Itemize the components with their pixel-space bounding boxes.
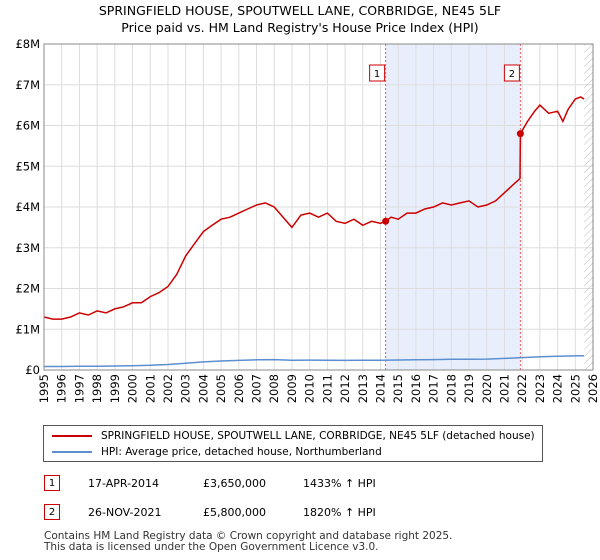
footer-licence: This data is licensed under the Open Gov… bbox=[44, 541, 379, 553]
x-tick-label: 1997 bbox=[72, 374, 86, 403]
legend-swatch-hpi bbox=[52, 451, 92, 453]
y-tick-label: £2M bbox=[15, 282, 40, 296]
x-tick-label: 2012 bbox=[338, 374, 352, 403]
transaction-row-2: 2 26-NOV-2021 £5,800,000 1820% ↑ HPI bbox=[44, 502, 376, 522]
y-tick-label: £4M bbox=[15, 200, 40, 214]
x-tick-label: 2017 bbox=[427, 374, 441, 403]
x-tick-label: 2005 bbox=[214, 374, 228, 403]
y-tick-label: £6M bbox=[15, 119, 40, 133]
y-tick-label: £7M bbox=[15, 78, 40, 92]
x-tick-label: 2000 bbox=[126, 374, 140, 403]
transaction-hpi-change: 1820% ↑ HPI bbox=[303, 505, 376, 519]
x-tick-label: 1999 bbox=[108, 374, 122, 403]
transaction-price: £3,650,000 bbox=[203, 476, 266, 490]
x-tick-label: 2010 bbox=[303, 374, 317, 403]
x-tick-label: 2019 bbox=[462, 374, 476, 403]
x-tick-label: 2009 bbox=[285, 374, 299, 403]
plot-frame bbox=[43, 43, 594, 371]
transaction-number: 2 bbox=[44, 504, 60, 520]
price-chart: £0 £1M £2M £3M £4M £5M £6M £7M £8M 1995 1996 1997 19… bbox=[15, 37, 600, 403]
legend-label-hpi: HPI: Average price, detached house, Nort… bbox=[101, 446, 382, 458]
legend-item-property: SPRINGFIELD HOUSE, SPOUTWELL LANE, CORBR… bbox=[52, 428, 535, 444]
footer: Contains HM Land Registry data © Crown c… bbox=[44, 531, 452, 553]
x-tick-label: 2026 bbox=[586, 374, 600, 403]
y-tick-label: £0 bbox=[25, 363, 40, 377]
sale-point-1 bbox=[382, 217, 390, 225]
x-tick-label: 1995 bbox=[37, 374, 51, 403]
sale-point-2 bbox=[516, 130, 524, 138]
transaction-hpi-change: 1433% ↑ HPI bbox=[303, 476, 376, 490]
x-tick-label: 1998 bbox=[90, 374, 104, 403]
x-tick-label: 2020 bbox=[480, 374, 494, 403]
x-tick-label: 2002 bbox=[161, 374, 175, 403]
transaction-price: £5,800,000 bbox=[203, 505, 266, 519]
x-tick-label: 2011 bbox=[320, 374, 334, 403]
x-tick-label: 2018 bbox=[444, 374, 458, 403]
chart-title-line-2: Price paid vs. HM Land Registry's House … bbox=[121, 20, 479, 35]
y-tick-label: £1M bbox=[15, 322, 40, 336]
x-tick-label: 2003 bbox=[179, 374, 193, 403]
transaction-date: 26-NOV-2021 bbox=[88, 505, 162, 519]
sale-label-box-1 bbox=[369, 64, 386, 82]
transaction-date: 17-APR-2014 bbox=[88, 476, 160, 490]
series-line-property bbox=[43, 96, 585, 320]
y-tick-label: £3M bbox=[15, 241, 40, 255]
transaction-row-1: 1 17-APR-2014 £3,650,000 1433% ↑ HPI bbox=[44, 473, 376, 493]
x-tick-label: 2021 bbox=[497, 374, 511, 403]
x-tick-label: 2001 bbox=[143, 374, 157, 403]
x-tick-label: 2025 bbox=[568, 374, 582, 403]
y-tick-label: £8M bbox=[15, 37, 40, 51]
future-hatch-region bbox=[584, 44, 593, 370]
footer-copyright: Contains HM Land Registry data © Crown c… bbox=[44, 530, 453, 542]
sale-label-box-2 bbox=[503, 64, 520, 82]
x-tick-label: 2024 bbox=[551, 374, 565, 403]
x-tick-label: 2007 bbox=[250, 374, 264, 403]
legend-item-hpi: HPI: Average price, detached house, Nort… bbox=[52, 444, 382, 460]
x-tick-label: 2015 bbox=[391, 374, 405, 403]
x-tick-label: 2016 bbox=[409, 374, 423, 403]
x-tick-label: 2013 bbox=[356, 374, 370, 403]
x-tick-label: 2008 bbox=[267, 374, 281, 403]
legend-swatch-property bbox=[52, 435, 92, 437]
x-tick-label: 2023 bbox=[533, 374, 547, 403]
series-line-hpi bbox=[44, 354, 585, 368]
x-tick-label: 2004 bbox=[196, 374, 210, 403]
x-tick-label: 2014 bbox=[374, 374, 388, 403]
x-tick-label: 2006 bbox=[232, 374, 246, 403]
sale-label-1: 1 bbox=[374, 69, 380, 80]
legend: SPRINGFIELD HOUSE, SPOUTWELL LANE, CORBR… bbox=[43, 425, 543, 462]
y-tick-label: £5M bbox=[15, 159, 40, 173]
chart-title: SPRINGFIELD HOUSE, SPOUTWELL LANE, CORBR… bbox=[0, 2, 600, 36]
x-tick-label: 2022 bbox=[515, 374, 529, 403]
transaction-number: 1 bbox=[44, 475, 60, 491]
chart-title-line-1: SPRINGFIELD HOUSE, SPOUTWELL LANE, CORBR… bbox=[98, 3, 502, 18]
x-tick-label: 1996 bbox=[55, 374, 69, 403]
legend-label-property: SPRINGFIELD HOUSE, SPOUTWELL LANE, CORBR… bbox=[101, 430, 535, 442]
sale-label-2: 2 bbox=[509, 69, 515, 80]
